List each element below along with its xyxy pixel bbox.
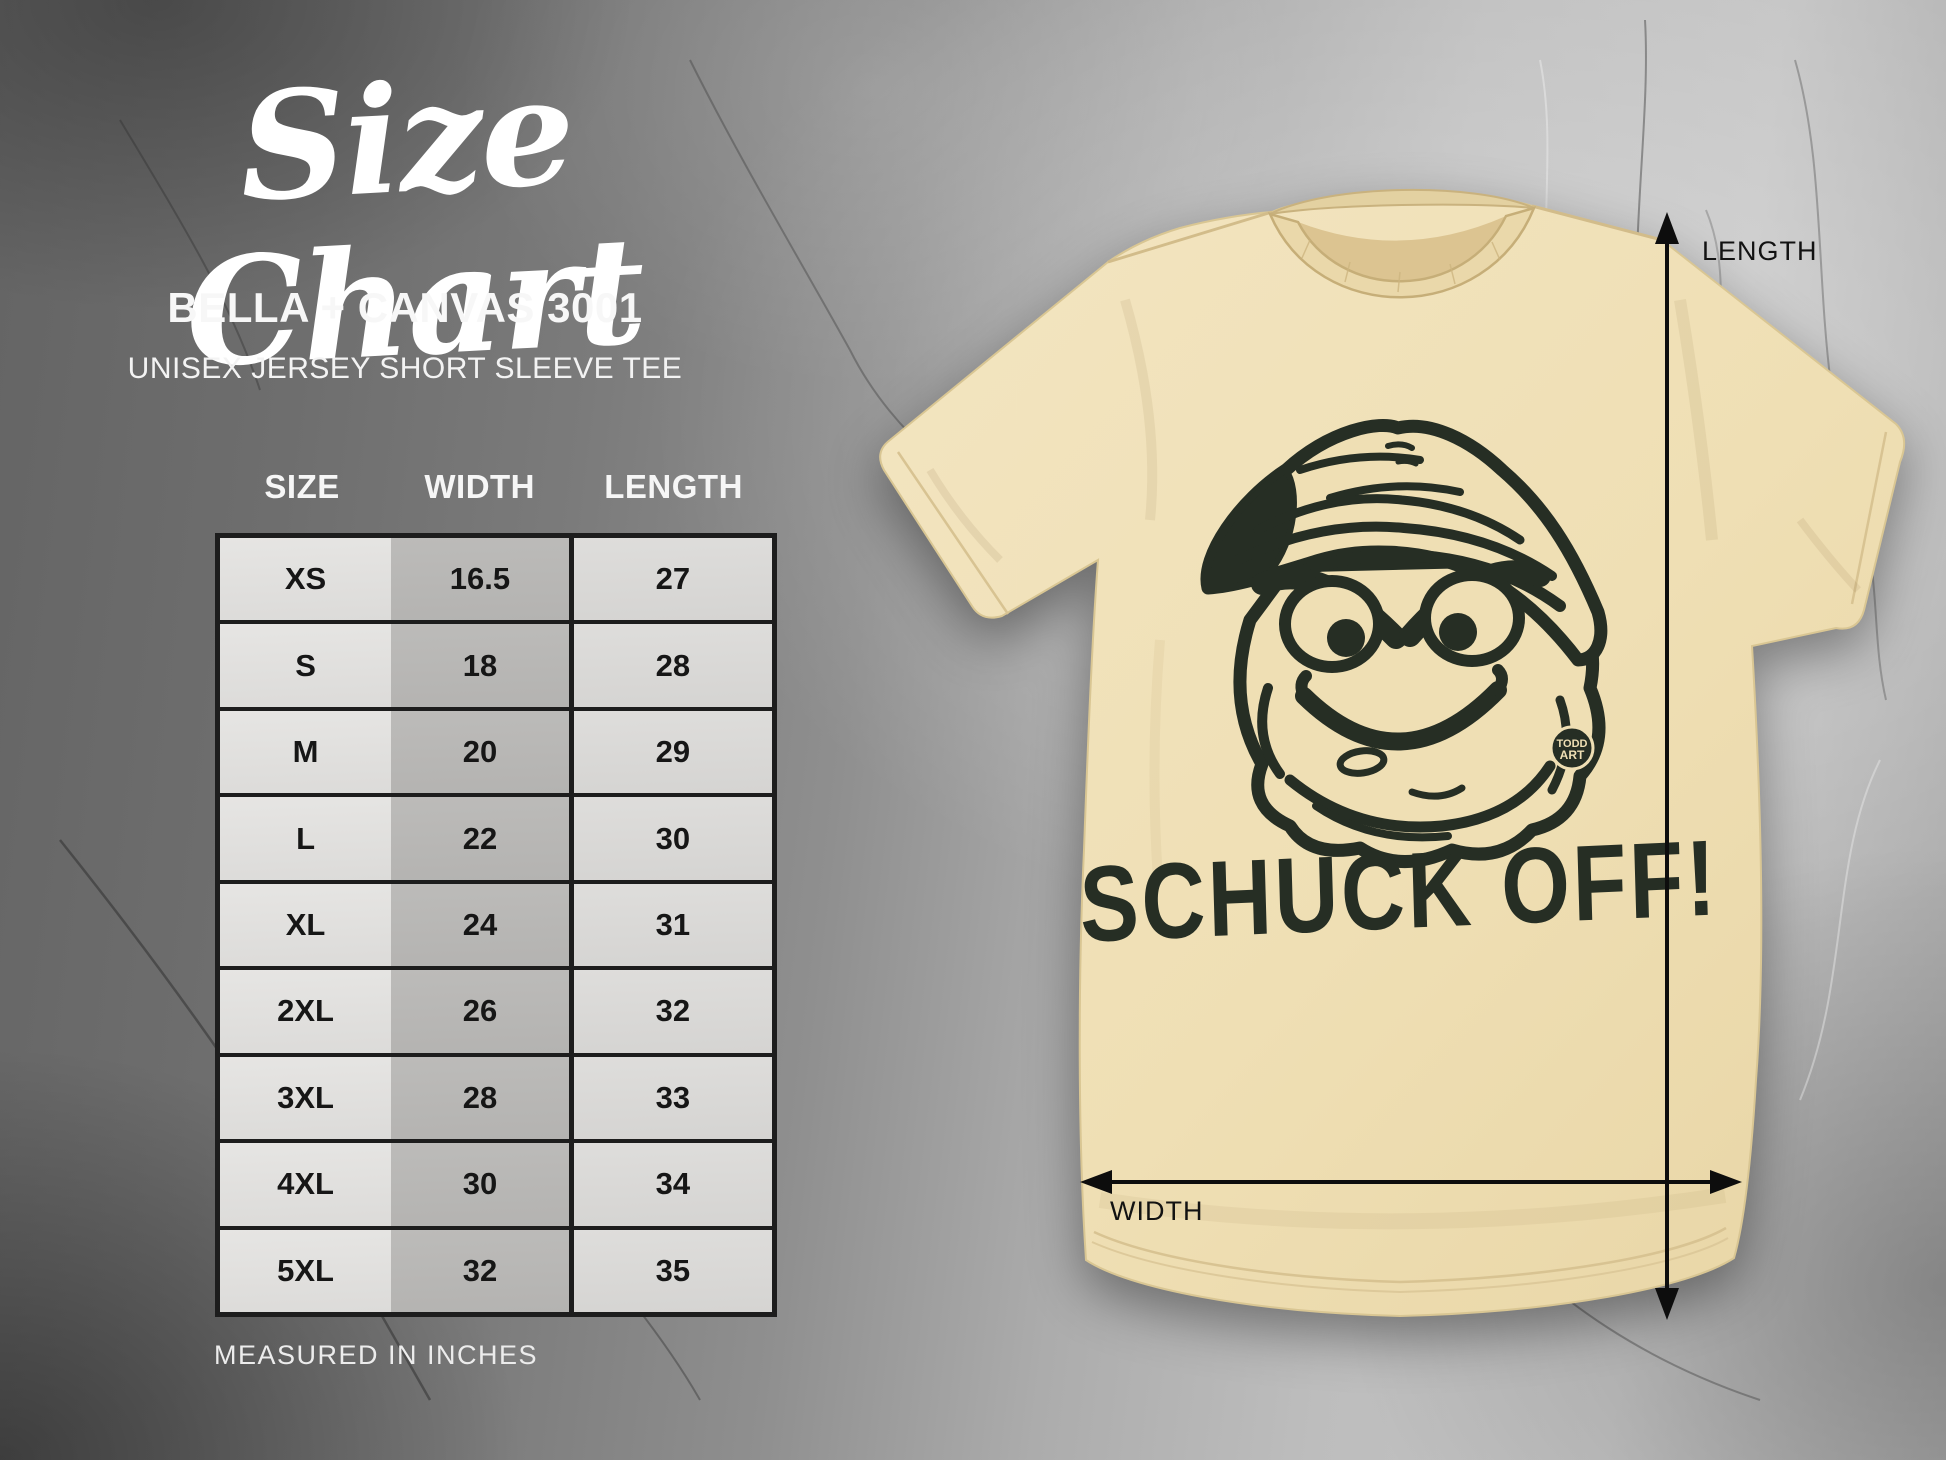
graphic-slogan-text: SCHUCK OFF! (1078, 817, 1720, 964)
cell-size: 3XL (220, 1056, 392, 1140)
table-row: M 20 29 (220, 710, 772, 798)
measurement-arrows (1080, 212, 1742, 1320)
cell-length: 33 (568, 1056, 772, 1140)
cell-length: 31 (568, 883, 772, 967)
width-arrow-label: WIDTH (1110, 1196, 1204, 1226)
cell-size: 4XL (220, 1143, 392, 1226)
cell-size: 5XL (220, 1229, 392, 1312)
cell-length: 34 (568, 1143, 772, 1226)
cell-width: 28 (391, 1056, 569, 1140)
column-header-length: LENGTH (604, 468, 743, 505)
column-header-width: WIDTH (424, 468, 536, 505)
cell-width: 16.5 (391, 538, 569, 621)
cell-size: M (220, 710, 392, 794)
table-row: L 22 30 (220, 797, 772, 884)
table-row: 4XL 30 34 (220, 1143, 772, 1230)
oyster-graphic: TODD ART SCHUCK OFF! (1078, 419, 1720, 965)
table-row: S 18 28 (220, 624, 772, 711)
todd-art-badge: TODD ART (1549, 725, 1595, 771)
cell-size: L (220, 797, 392, 880)
table-row: 5XL 32 35 (220, 1229, 772, 1312)
cell-length: 29 (568, 710, 772, 794)
cell-width: 18 (391, 624, 569, 707)
cell-length: 35 (568, 1229, 772, 1312)
units-note: MEASURED IN INCHES (214, 1340, 539, 1370)
column-header-size: SIZE (264, 468, 340, 505)
badge-line1: TODD (1557, 738, 1588, 750)
badge-line2: ART (1560, 748, 1585, 762)
cell-width: 30 (391, 1143, 569, 1226)
cell-width: 32 (391, 1229, 569, 1312)
length-arrow-label: LENGTH (1702, 236, 1818, 266)
size-table-header: SIZE WIDTH LENGTH (215, 464, 777, 510)
length-arrow (1655, 212, 1679, 1320)
table-row: XS 16.5 27 (220, 538, 772, 625)
cell-width: 26 (391, 970, 569, 1053)
cell-width: 24 (391, 883, 569, 967)
cell-width: 20 (391, 710, 569, 794)
cell-size: XL (220, 883, 392, 967)
product-name: BELLA + CANVAS 3001 (167, 284, 643, 331)
width-arrow (1080, 1170, 1742, 1194)
product-style: UNISEX JERSEY SHORT SLEEVE TEE (127, 352, 683, 385)
table-row: 2XL 26 32 (220, 970, 772, 1057)
cell-length: 28 (568, 624, 772, 707)
cell-length: 27 (568, 538, 772, 621)
cell-size: 2XL (220, 970, 392, 1053)
table-row: 3XL 28 33 (220, 1056, 772, 1144)
table-row: XL 24 31 (220, 883, 772, 971)
cell-size: S (220, 624, 392, 707)
cell-length: 32 (568, 970, 772, 1053)
cell-size: XS (220, 538, 392, 621)
collar (1267, 188, 1537, 299)
cell-width: 22 (391, 797, 569, 880)
cell-length: 30 (568, 797, 772, 880)
size-table: XS 16.5 27 S 18 28 M 20 29 L 22 30 XL 24… (215, 533, 777, 1317)
